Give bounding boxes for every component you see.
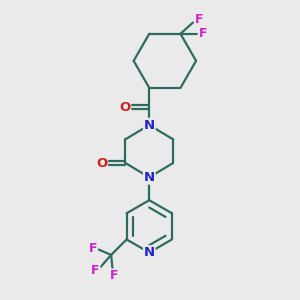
Text: O: O: [119, 101, 130, 114]
Text: F: F: [110, 269, 118, 282]
Text: N: N: [144, 171, 155, 184]
Text: F: F: [195, 13, 203, 26]
Text: N: N: [144, 118, 155, 131]
Text: O: O: [96, 157, 107, 169]
Text: F: F: [199, 27, 207, 40]
Text: F: F: [91, 264, 100, 277]
Text: N: N: [144, 246, 155, 259]
Text: F: F: [88, 242, 97, 255]
